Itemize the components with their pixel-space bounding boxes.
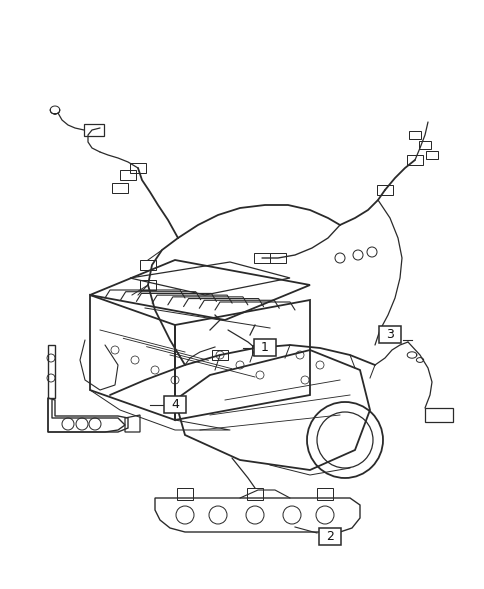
Bar bbox=[317, 488, 333, 500]
FancyBboxPatch shape bbox=[318, 528, 340, 545]
Bar bbox=[406, 155, 422, 165]
Text: 1: 1 bbox=[260, 342, 269, 355]
Bar bbox=[252, 345, 268, 355]
Bar bbox=[130, 163, 146, 173]
Text: 3: 3 bbox=[385, 329, 393, 342]
Bar bbox=[177, 488, 193, 500]
Bar bbox=[140, 260, 156, 270]
Bar bbox=[246, 488, 262, 500]
Bar bbox=[424, 408, 452, 422]
Bar bbox=[254, 253, 270, 263]
Bar bbox=[84, 124, 104, 136]
Bar bbox=[408, 131, 420, 139]
FancyBboxPatch shape bbox=[164, 396, 186, 413]
FancyBboxPatch shape bbox=[378, 326, 400, 343]
Bar bbox=[212, 350, 227, 360]
Bar bbox=[376, 185, 392, 195]
Bar bbox=[140, 280, 156, 290]
Bar bbox=[270, 253, 286, 263]
Text: 4: 4 bbox=[171, 399, 179, 412]
Bar bbox=[120, 170, 136, 180]
Bar bbox=[425, 151, 437, 159]
FancyBboxPatch shape bbox=[254, 339, 275, 356]
Bar bbox=[112, 183, 128, 193]
Bar bbox=[418, 141, 430, 149]
Text: 2: 2 bbox=[325, 531, 333, 544]
